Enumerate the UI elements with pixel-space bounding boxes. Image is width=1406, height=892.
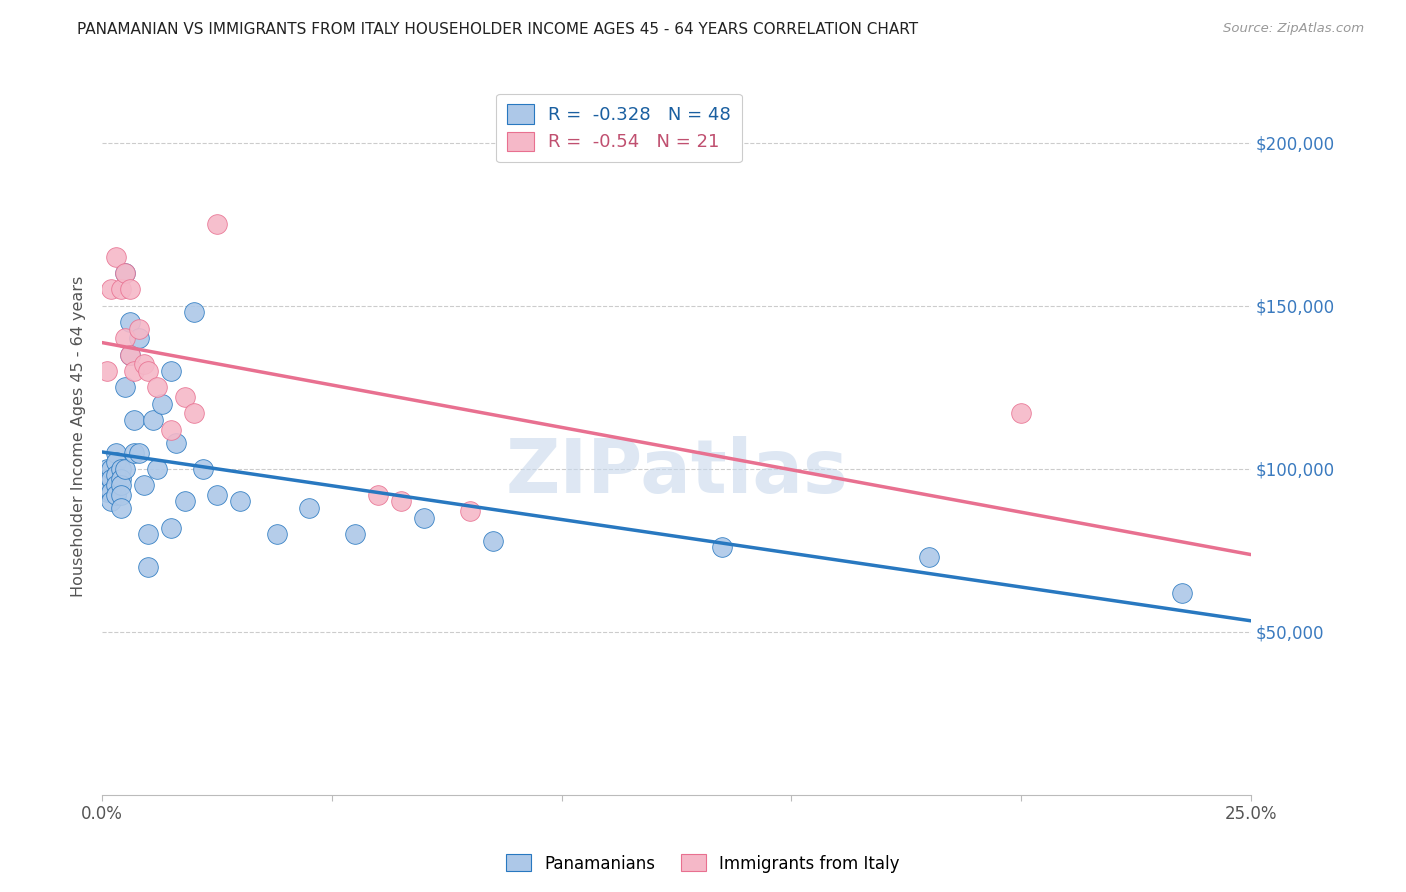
Point (343, 527, 366, 541)
Point (367, 488, 389, 502)
Point (918, 549, 941, 564)
Point (110, 488, 132, 502)
Point (389, 494, 412, 508)
Point (266, 527, 288, 541)
Point (205, 488, 228, 502)
Point (100, 494, 122, 508)
Point (96, 472, 118, 486)
Point (481, 533, 503, 548)
Legend: R =  -0.328   N = 48, R =  -0.54   N = 21: R = -0.328 N = 48, R = -0.54 N = 21 (496, 94, 742, 162)
Point (110, 478, 132, 492)
Point (205, 217, 228, 231)
Point (118, 283, 141, 297)
Point (124, 445, 146, 459)
Point (114, 331, 136, 345)
Point (104, 488, 127, 502)
Point (298, 501, 321, 516)
Point (1010, 406, 1032, 420)
Legend: Panamanians, Immigrants from Italy: Panamanians, Immigrants from Italy (499, 847, 907, 880)
Point (124, 364, 146, 378)
Point (160, 520, 183, 534)
Point (183, 406, 205, 420)
Point (136, 364, 159, 378)
Point (114, 380, 136, 394)
Point (412, 510, 434, 524)
Point (146, 380, 169, 394)
Point (114, 266, 136, 280)
Text: ZIPatlas: ZIPatlas (505, 435, 848, 508)
Point (110, 462, 132, 476)
Point (100, 283, 122, 297)
Point (193, 462, 215, 476)
Point (110, 501, 132, 516)
Point (104, 455, 127, 469)
Point (136, 559, 159, 574)
Point (96, 364, 118, 378)
Point (104, 468, 127, 483)
Point (160, 364, 183, 378)
Point (146, 462, 169, 476)
Point (128, 445, 150, 459)
Point (711, 540, 734, 554)
Point (165, 435, 187, 450)
Point (124, 413, 146, 427)
Point (174, 390, 197, 404)
Point (229, 494, 252, 508)
Point (100, 472, 122, 486)
Point (114, 266, 136, 280)
Point (174, 494, 197, 508)
Point (1171, 586, 1194, 600)
Point (104, 445, 127, 459)
Point (110, 472, 132, 486)
Point (100, 462, 122, 476)
Point (160, 423, 183, 437)
Point (458, 504, 481, 518)
Y-axis label: Householder Income Ages 45 - 64 years: Householder Income Ages 45 - 64 years (72, 276, 86, 597)
Point (118, 348, 141, 362)
Point (100, 484, 122, 499)
Text: PANAMANIAN VS IMMIGRANTS FROM ITALY HOUSEHOLDER INCOME AGES 45 - 64 YEARS CORREL: PANAMANIAN VS IMMIGRANTS FROM ITALY HOUS… (77, 22, 918, 37)
Point (132, 358, 155, 372)
Point (118, 348, 141, 362)
Text: Source: ZipAtlas.com: Source: ZipAtlas.com (1223, 22, 1364, 36)
Point (96, 484, 118, 499)
Point (110, 283, 132, 297)
Point (183, 305, 205, 319)
Point (128, 331, 150, 345)
Point (118, 315, 141, 329)
Point (96, 462, 118, 476)
Point (136, 527, 159, 541)
Point (104, 250, 127, 264)
Point (150, 397, 173, 411)
Point (132, 478, 155, 492)
Point (104, 478, 127, 492)
Point (142, 413, 165, 427)
Point (128, 321, 150, 335)
Point (114, 462, 136, 476)
